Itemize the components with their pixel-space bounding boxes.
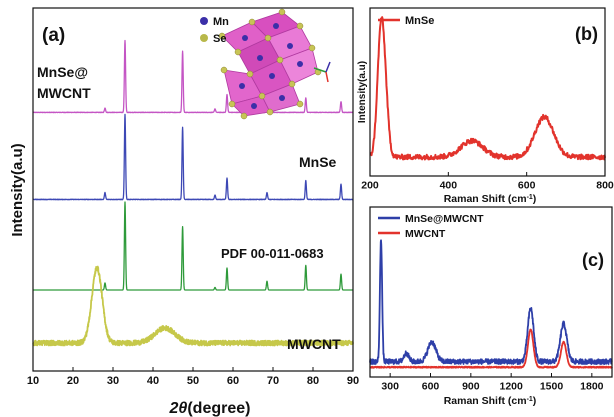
panel-a-tick-label-20: 20 (67, 375, 79, 387)
series-label-pdf: PDF 00-011-0683 (221, 246, 324, 261)
panel-c-frame (369, 206, 613, 378)
panel-b-x-label-sup: -1 (527, 194, 533, 201)
panel-c-tick-label-1800: 1800 (580, 381, 604, 393)
panel-a-series-line-2 (32, 113, 354, 201)
panel-c-tick-label-1500: 1500 (540, 381, 564, 393)
panel-c-x-label-end: ) (533, 395, 537, 407)
series-label-mnse: MnSe (299, 154, 337, 170)
panel-c-legend-label-1: MnSe@MWCNT (405, 213, 484, 225)
panel-a-series (32, 39, 354, 347)
panel-c-x-ticks: 300 600 900 1200 1500 1800 (381, 373, 604, 393)
legend-se-marker (200, 34, 208, 42)
panel-c-legend-label-2: MWCNT (405, 228, 446, 240)
panel-b-frame (369, 7, 606, 177)
panel-b-label: (b) (575, 24, 598, 44)
panel-a-tick-label-70: 70 (267, 375, 279, 387)
panel-b-tick-label-600: 600 (518, 180, 536, 192)
panel-c-tick-label-1200: 1200 (499, 381, 523, 393)
panel-a-tick-label-60: 60 (227, 375, 239, 387)
panel-a: 10 20 30 40 50 60 70 80 90 (a) (9, 7, 359, 417)
panel-b-x-label-end: ) (533, 193, 537, 205)
legend-se-label: Se (213, 33, 226, 45)
panel-a-tick-label-90: 90 (347, 375, 359, 387)
panel-c-x-label-main: Raman Shift (cm (444, 395, 527, 407)
panel-a-x-ticks: 10 20 30 40 50 60 70 80 90 (27, 367, 359, 387)
x-label-degree: (degree) (187, 400, 250, 417)
panel-b-y-axis-label: Intensity(a.u) (357, 61, 368, 123)
panel-c: 300 600 900 1200 1500 1800 (c) MnSe@MWCNT MWC… (369, 206, 613, 407)
panel-a-series-line-3 (32, 201, 354, 291)
panel-c-x-label-sup: -1 (527, 396, 533, 403)
panel-c-tick-label-300: 300 (381, 381, 399, 393)
legend-mn-label: Mn (213, 16, 229, 28)
panel-b-tick-label-800: 800 (596, 180, 614, 192)
series-label-mwcnt: MWCNT (287, 336, 341, 352)
crystal-structure-image (218, 8, 331, 120)
crystal-legend: Mn Se (200, 16, 229, 45)
panel-a-series-line-1 (32, 39, 354, 114)
panel-a-tick-label-30: 30 (107, 375, 119, 387)
panel-a-tick-label-10: 10 (27, 375, 39, 387)
panel-a-tick-label-40: 40 (147, 375, 159, 387)
panel-b-x-label-main: Raman Shift (cm (444, 193, 527, 205)
panel-c-series-line-1 (369, 239, 613, 366)
panel-a-label: (a) (42, 25, 65, 46)
x-label-two-theta: 2θ (169, 400, 188, 417)
panel-b-legend-label: MnSe (405, 15, 434, 27)
panel-c-series (369, 239, 613, 369)
panel-c-label: (c) (582, 250, 604, 270)
panel-b-x-ticks: 200 400 600 800 (361, 172, 614, 192)
panel-a-y-axis-label: Intensity(a.u) (9, 143, 26, 236)
panel-b-series (369, 16, 606, 161)
panel-c-x-axis-label: Raman Shift (cm-1) (444, 395, 537, 407)
panel-b-series-line-1 (369, 16, 606, 161)
panel-c-tick-label-600: 600 (422, 381, 440, 393)
series-label-mnse-mwcnt-1: MnSe@ (37, 64, 88, 80)
panel-c-tick-label-900: 900 (462, 381, 480, 393)
panel-b-tick-label-400: 400 (440, 180, 458, 192)
series-label-mnse-mwcnt-2: MWCNT (37, 85, 91, 101)
panel-a-tick-label-50: 50 (187, 375, 199, 387)
panel-a-x-axis-label: 2θ(degree) (169, 400, 251, 417)
legend-mn-marker (200, 17, 208, 25)
panel-a-series-line-4 (32, 265, 354, 347)
panel-b-tick-label-200: 200 (361, 180, 379, 192)
panel-b: 200 400 600 800 (b) MnSe Intensity(a.u) Ram… (357, 7, 614, 205)
panel-b-x-axis-label: Raman Shift (cm-1) (444, 193, 537, 205)
panel-a-tick-label-80: 80 (307, 375, 319, 387)
panel-c-series-line-2 (369, 328, 613, 369)
